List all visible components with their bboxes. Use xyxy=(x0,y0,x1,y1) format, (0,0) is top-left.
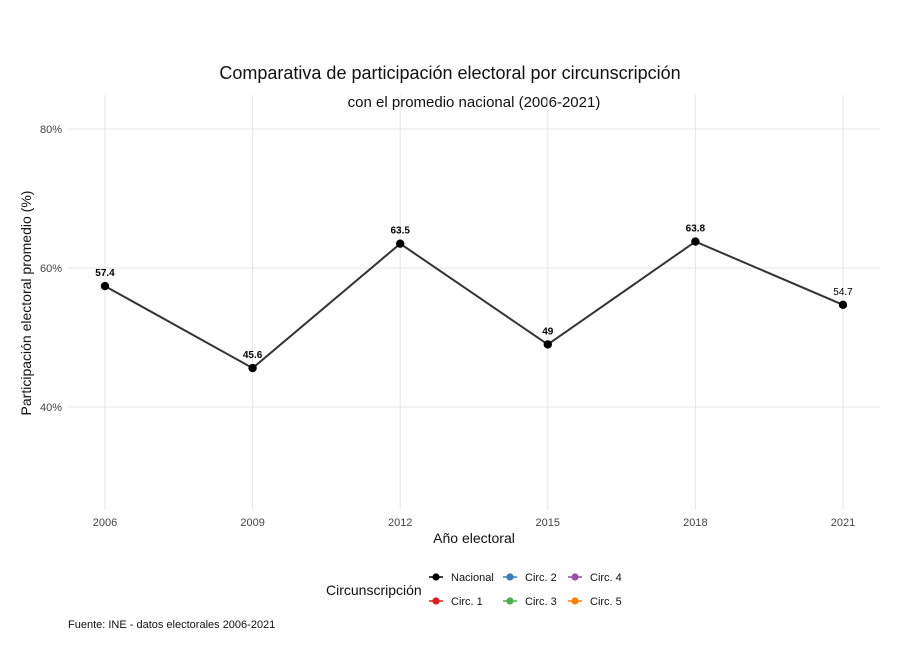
data-point xyxy=(543,340,552,349)
legend-entry-label: Nacional xyxy=(451,572,494,584)
y-tick-label: 80% xyxy=(40,124,62,136)
x-tick-label: 2006 xyxy=(93,517,117,529)
legend-entry-label: Circ. 1 xyxy=(451,596,483,608)
legend-entry-label: Circ. 2 xyxy=(525,572,557,584)
legend-entry-label: Circ. 3 xyxy=(525,596,557,608)
data-label: 54.7 xyxy=(833,287,853,298)
data-labels: 57.4 45.6 63.5 49 63.8 54.7 xyxy=(95,224,853,361)
legend-key-point xyxy=(432,597,440,605)
legend-title: Circunscripción xyxy=(326,582,422,598)
y-tick-label: 60% xyxy=(40,263,62,275)
y-axis-title: Participación electoral promedio (%) xyxy=(18,191,34,416)
x-tick-label: 2012 xyxy=(388,517,412,529)
legend-entry-label: Circ. 4 xyxy=(590,572,622,584)
y-tick-label: 40% xyxy=(40,402,62,414)
data-point xyxy=(838,300,848,310)
legend-key-point xyxy=(506,597,514,605)
legend-key-point xyxy=(571,573,579,581)
data-label: 45.6 xyxy=(243,350,263,361)
grid-lines xyxy=(68,95,880,510)
x-tick-label: 2021 xyxy=(831,517,855,529)
legend-key-point xyxy=(506,573,514,581)
chart-title: Comparativa de participación electoral p… xyxy=(219,63,680,83)
legend-entry-label: Circ. 5 xyxy=(590,596,622,608)
data-point xyxy=(396,239,405,248)
data-point xyxy=(100,281,110,291)
x-tick-label: 2015 xyxy=(536,517,560,529)
chart-subtitle: con el promedio nacional (2006-2021) xyxy=(348,94,601,111)
x-axis-title: Año electoral xyxy=(433,530,515,546)
series-layer xyxy=(100,237,848,373)
x-tick-label: 2018 xyxy=(683,517,707,529)
series-line-nacional xyxy=(104,240,844,370)
chart-caption: Fuente: INE - datos electorales 2006-202… xyxy=(68,619,275,631)
legend: Nacional Circ. 1 Circ. 2 Circ. 3 Circ. 4 Circ… xyxy=(429,572,622,608)
data-label: 63.8 xyxy=(686,224,706,235)
data-point xyxy=(248,363,257,373)
legend-key-point xyxy=(571,597,579,605)
legend-key-point xyxy=(432,573,440,581)
axis-ticks: 40% 60% 80% 2006 2009 2012 2015 2018 2021 xyxy=(40,124,855,529)
data-label: 49 xyxy=(542,326,554,337)
data-label: 63.5 xyxy=(390,226,410,237)
x-tick-label: 2009 xyxy=(240,517,264,529)
data-label: 57.4 xyxy=(95,268,115,279)
data-point xyxy=(691,237,700,246)
